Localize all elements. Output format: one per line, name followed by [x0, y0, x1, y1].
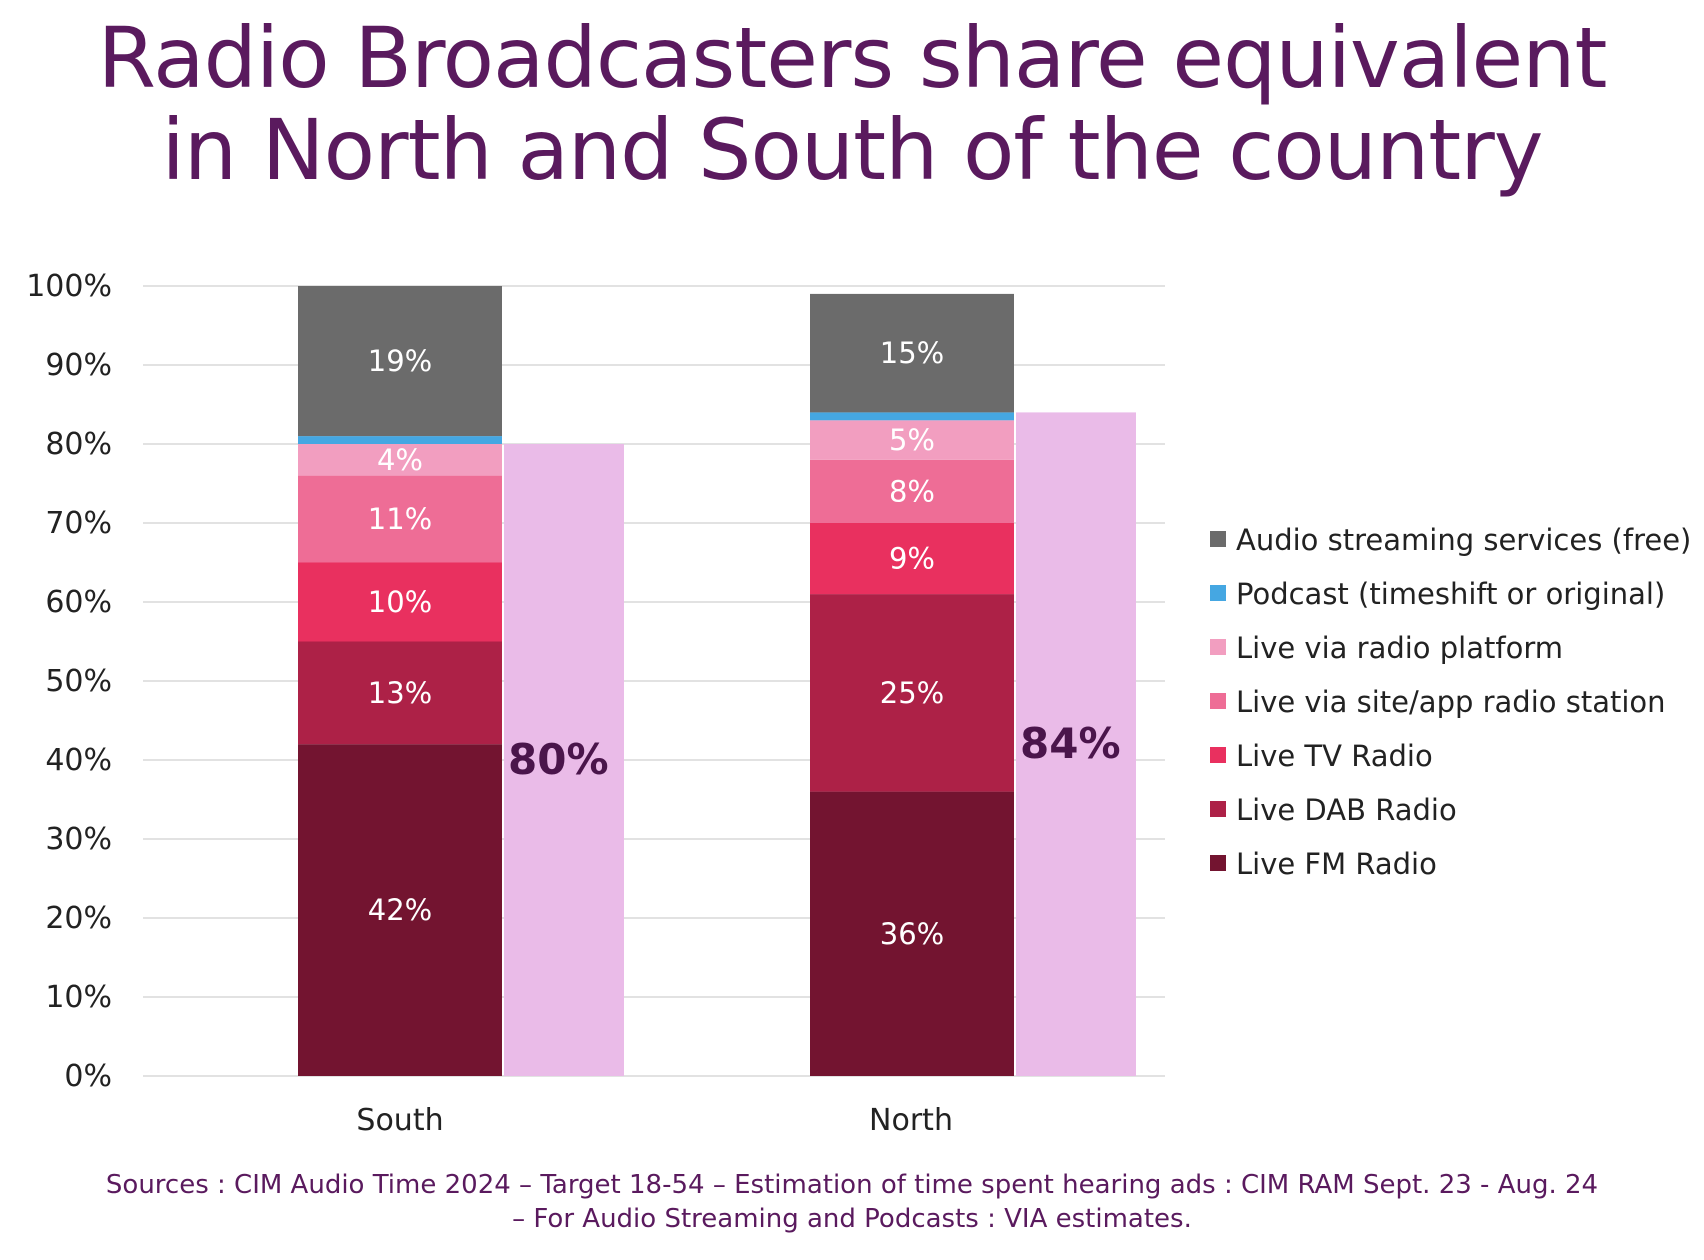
- total-label: 84%: [1020, 719, 1121, 768]
- data-label: 19%: [368, 344, 432, 378]
- bar-segment: [810, 594, 1014, 792]
- y-tick-label: 10%: [45, 980, 112, 1015]
- legend-label: Live DAB Radio: [1236, 793, 1457, 827]
- data-label: 13%: [368, 676, 432, 710]
- legend: Audio streaming services (free) Podcast (…: [1210, 523, 1691, 881]
- bar-segment: [810, 420, 1014, 460]
- legend-label: Audio streaming services (free): [1236, 523, 1691, 557]
- legend-label: Live via radio platform: [1236, 631, 1563, 665]
- y-tick-label: 40%: [45, 743, 112, 778]
- source-note: Sources : CIM Audio Time 2024 – Target 1…: [0, 1168, 1704, 1236]
- y-tick-label: 20%: [45, 901, 112, 936]
- bar-segment: [298, 744, 502, 1076]
- y-tick-label: 80%: [45, 427, 112, 462]
- legend-swatch: [1210, 693, 1226, 709]
- chart-title-line-2: in North and South of the country: [161, 101, 1544, 199]
- data-label: 8%: [889, 474, 935, 508]
- legend-swatch: [1210, 585, 1226, 601]
- legend-swatch: [1210, 531, 1226, 547]
- bar-segment: [810, 459, 1014, 523]
- legend-label: Live via site/app radio station: [1236, 685, 1666, 719]
- data-label: 9%: [889, 542, 935, 576]
- x-axis: South North: [356, 1103, 953, 1138]
- legend-swatch: [1210, 639, 1226, 655]
- total-label: 80%: [508, 735, 609, 784]
- total-bar: [1016, 412, 1136, 1076]
- bar-segment: [810, 293, 1014, 413]
- legend-swatch: [1210, 801, 1226, 817]
- bar-segment: [810, 523, 1014, 595]
- legend-swatch: [1210, 747, 1226, 763]
- stacked-bar-chart: 0% 10% 20% 30% 40% 50% 60% 70% 80% 90% 100% 42% 13%…: [26, 269, 1691, 1138]
- total-bar: [504, 444, 624, 1076]
- data-label: 42%: [368, 893, 432, 927]
- data-label: 10%: [368, 585, 432, 619]
- y-tick-label: 0%: [64, 1059, 112, 1094]
- data-label: 4%: [377, 443, 423, 477]
- bar-segment: [810, 412, 1014, 421]
- data-label: 36%: [880, 917, 944, 951]
- data-label: 5%: [889, 423, 935, 457]
- bar-segment: [298, 562, 502, 642]
- data-label: 11%: [368, 502, 432, 536]
- legend-label: Podcast (timeshift or original): [1236, 577, 1665, 611]
- bar-segment: [810, 791, 1014, 1076]
- bar-segment: [298, 475, 502, 563]
- data-label: 25%: [880, 676, 944, 710]
- legend-swatch: [1210, 855, 1226, 871]
- x-category-label: North: [869, 1103, 953, 1138]
- y-tick-label: 30%: [45, 822, 112, 857]
- source-note-line-2: – For Audio Streaming and Podcasts : VIA…: [512, 1204, 1192, 1234]
- bar-segment: [298, 641, 502, 745]
- legend-label: Live FM Radio: [1236, 847, 1437, 881]
- y-tick-label: 100%: [26, 269, 112, 304]
- bars: 42%13%10%11%4%1%19%80%36%25%9%8%5%1%15%8…: [298, 286, 1136, 1076]
- bar-segment: [298, 436, 502, 444]
- y-tick-label: 70%: [45, 506, 112, 541]
- chart-title-line-1: Radio Broadcasters share equivalent: [97, 9, 1608, 107]
- y-tick-label: 50%: [45, 664, 112, 699]
- bar-segment: [298, 286, 502, 437]
- y-tick-label: 90%: [45, 348, 112, 383]
- data-label: 15%: [880, 336, 944, 370]
- source-note-line-1: Sources : CIM Audio Time 2024 – Target 1…: [105, 1170, 1599, 1200]
- x-category-label: South: [356, 1103, 443, 1138]
- bar-segment: [298, 444, 502, 476]
- legend-label: Live TV Radio: [1236, 739, 1433, 773]
- chart-title: Radio Broadcasters share equivalent in N…: [0, 12, 1704, 196]
- y-tick-label: 60%: [45, 585, 112, 620]
- y-axis: 0% 10% 20% 30% 40% 50% 60% 70% 80% 90% 100%: [26, 269, 112, 1094]
